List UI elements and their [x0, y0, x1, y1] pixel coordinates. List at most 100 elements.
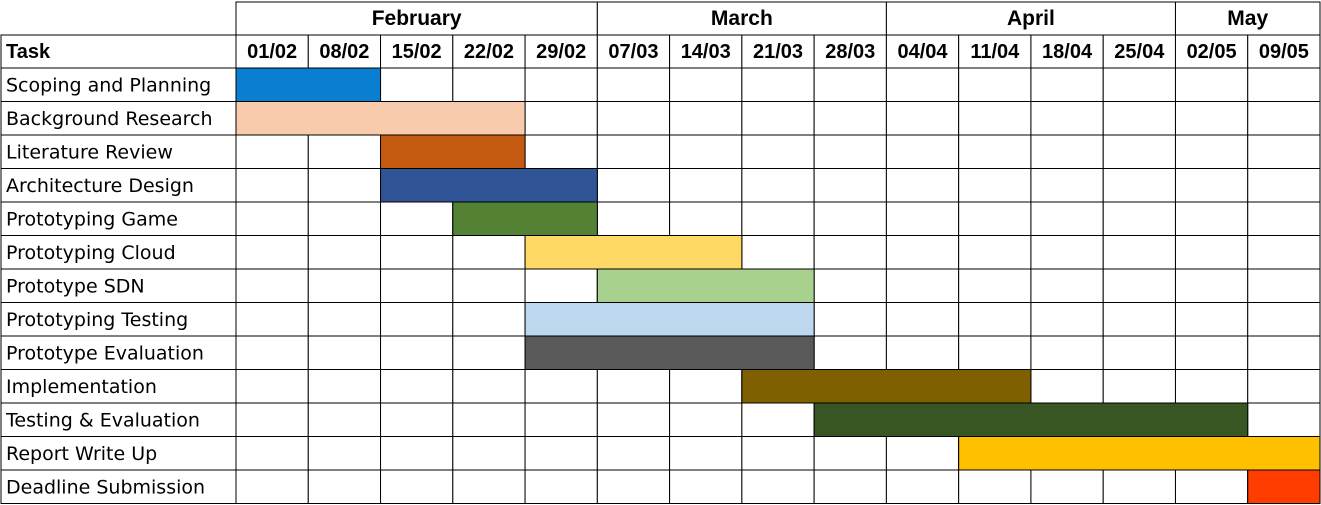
- grid-cell: [741, 402, 815, 437]
- grid-cell: [596, 101, 671, 136]
- grid-cell: [958, 134, 1032, 169]
- grid-cell: [307, 436, 382, 471]
- grid-cell: [1247, 201, 1321, 236]
- grid-cell: [885, 335, 960, 370]
- grid-cell: [741, 201, 815, 236]
- grid-cell: [1030, 235, 1104, 270]
- month-header-cell: [885, 1, 1176, 36]
- task-name-label: Implementation: [6, 376, 157, 398]
- grid-cell: [741, 101, 815, 136]
- grid-cell: [958, 201, 1032, 236]
- grid-cell: [1102, 134, 1176, 169]
- grid-cell: [813, 67, 887, 102]
- grid-cell: [1174, 134, 1249, 169]
- grid-cell: [958, 302, 1032, 337]
- week-header-cell: [1102, 34, 1176, 69]
- task-name-cell: [0, 469, 237, 504]
- grid-cell: [1102, 335, 1176, 370]
- grid-cell: [307, 402, 382, 437]
- grid-cell: [885, 134, 960, 169]
- week-header-cell: [235, 34, 309, 69]
- grid-cell: [380, 201, 454, 236]
- grid-cell: [1174, 302, 1249, 337]
- task-bar: [235, 67, 382, 102]
- week-label: 28/03: [825, 41, 875, 63]
- grid-cell: [1247, 168, 1321, 203]
- grid-cell: [741, 436, 815, 471]
- grid-cell: [307, 201, 382, 236]
- grid-cell: [958, 67, 1032, 102]
- grid-cell: [1247, 369, 1321, 404]
- grid-cell: [813, 201, 887, 236]
- task-name-label: Literature Review: [6, 141, 173, 163]
- grid-cell: [596, 134, 671, 169]
- grid-cell: [235, 235, 309, 270]
- task-name-label: Prototyping Game: [6, 208, 178, 230]
- week-label: 25/04: [1114, 41, 1165, 63]
- grid-cell: [452, 335, 526, 370]
- week-label: 04/04: [898, 41, 949, 63]
- grid-cell: [235, 302, 309, 337]
- grid-cell: [813, 168, 887, 203]
- grid-cell: [1102, 201, 1176, 236]
- grid-cell: [596, 67, 671, 102]
- grid-cell: [452, 369, 526, 404]
- grid-cell: [1247, 134, 1321, 169]
- week-label: 11/04: [970, 41, 1020, 63]
- grid-cell: [885, 302, 960, 337]
- gantt-bars: [235, 67, 1321, 504]
- grid-cell: [452, 469, 526, 504]
- grid-cell: [524, 134, 598, 169]
- grid-cell: [1247, 235, 1321, 270]
- week-header-cell: [1030, 34, 1104, 69]
- grid-cell: [1247, 402, 1321, 437]
- grid-cell: [596, 402, 671, 437]
- grid-cell: [958, 335, 1032, 370]
- grid-cell: [380, 369, 454, 404]
- month-label: April: [1007, 7, 1055, 30]
- task-bar: [235, 101, 526, 136]
- grid-cell: [1102, 302, 1176, 337]
- grid-cell: [669, 101, 743, 136]
- week-label: 08/02: [319, 41, 369, 63]
- grid-cell: [669, 134, 743, 169]
- task-name-label: Deadline Submission: [6, 476, 205, 498]
- grid-cell: [307, 369, 382, 404]
- task-name-label: Testing & Evaluation: [5, 409, 200, 431]
- grid-cell: [380, 67, 454, 102]
- task-name-label: Report Write Up: [6, 443, 157, 465]
- grid-cell: [524, 268, 598, 303]
- grid-cell: [235, 168, 309, 203]
- grid-cell: [307, 335, 382, 370]
- grid-cell: [524, 67, 598, 102]
- grid-cell: [1030, 67, 1104, 102]
- grid-cell: [596, 369, 671, 404]
- grid-cell: [1247, 67, 1321, 102]
- week-label: 09/05: [1259, 41, 1309, 63]
- week-header-cell: [380, 34, 454, 69]
- task-name-cell: [0, 201, 237, 236]
- task-name-label: Background Research: [6, 108, 213, 130]
- week-header-cell: [669, 34, 743, 69]
- week-label: 29/02: [536, 41, 586, 63]
- week-label: 07/03: [608, 41, 658, 63]
- grid-cell: [1102, 67, 1176, 102]
- grid-cell: [524, 469, 598, 504]
- task-name-label: Architecture Design: [6, 175, 194, 197]
- task-name-label: Prototype Evaluation: [6, 342, 204, 364]
- task-name-label: Scoping and Planning: [6, 74, 211, 96]
- gantt-labels: February March April May Task 01/02 08/02 15/02…: [5, 7, 1309, 498]
- grid-cell: [1102, 168, 1176, 203]
- grid-cell: [669, 436, 743, 471]
- task-bar: [596, 268, 815, 303]
- grid-cell: [235, 469, 309, 504]
- grid-cell: [1030, 302, 1104, 337]
- grid-cell: [380, 235, 454, 270]
- task-name-label: Prototype SDN: [6, 275, 145, 297]
- grid-cell: [596, 469, 671, 504]
- grid-cell: [1030, 335, 1104, 370]
- grid-cell: [741, 235, 815, 270]
- grid-cell: [1174, 101, 1249, 136]
- grid-cell: [596, 201, 671, 236]
